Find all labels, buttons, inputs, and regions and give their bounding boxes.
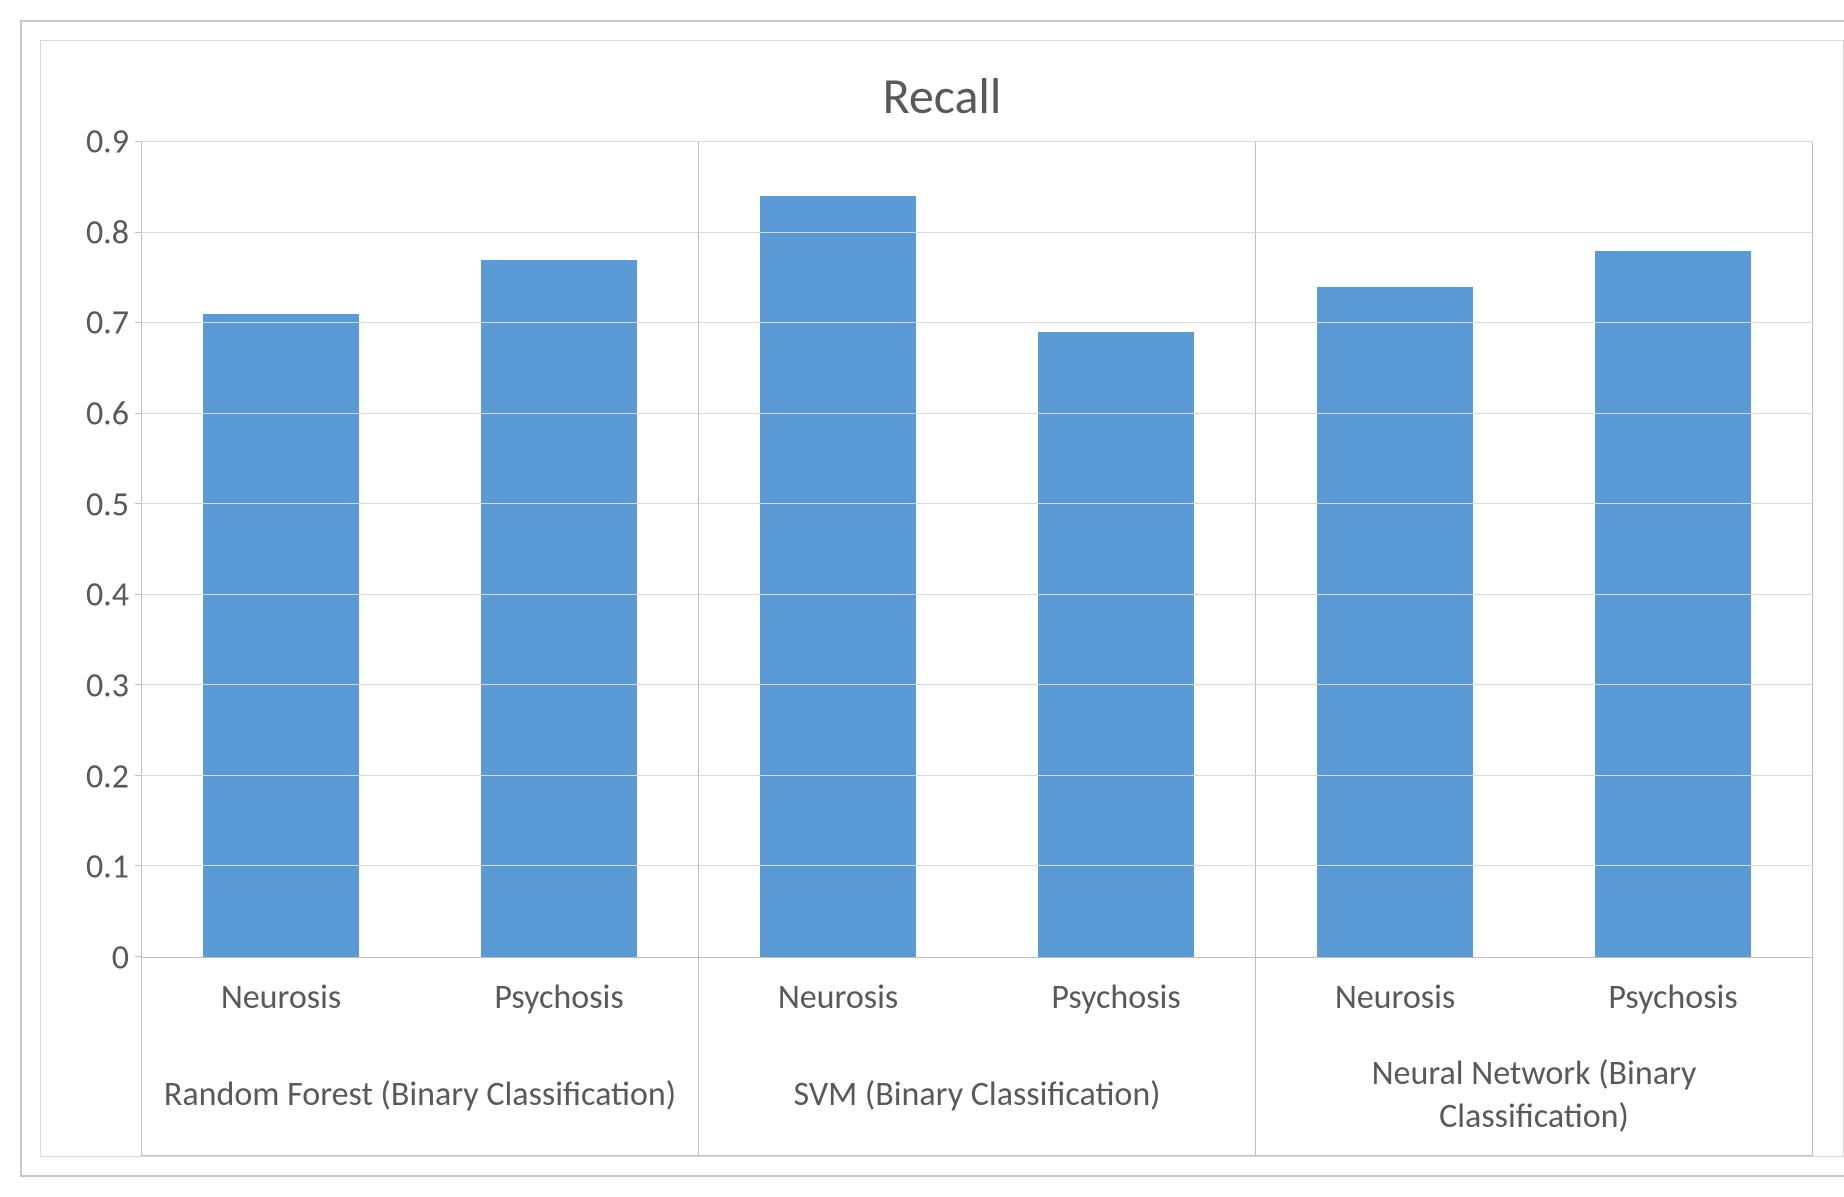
x-sub-label: Neurosis — [142, 958, 420, 1036]
y-tick-label: 0.3 — [51, 666, 129, 707]
x-sub-group: NeurosisPsychosis — [1255, 958, 1813, 1036]
gridline — [141, 594, 1813, 595]
y-tick-mark — [135, 232, 141, 233]
plot-wrap: NeurosisPsychosisNeurosisPsychosisNeuros… — [141, 142, 1813, 1156]
y-tick-label: 0.1 — [51, 847, 129, 888]
y-tick-mark — [135, 594, 141, 595]
y-tick-mark — [135, 322, 141, 323]
x-group-label: SVM (Binary Classification) — [698, 1036, 1255, 1156]
bar — [1038, 332, 1194, 957]
gridline — [141, 322, 1813, 323]
bar-group — [141, 142, 698, 957]
chart-title: Recall — [41, 41, 1843, 142]
y-tick-mark — [135, 503, 141, 504]
y-tick-label: 0.6 — [51, 394, 129, 435]
y-tick-mark — [135, 775, 141, 776]
y-axis: 00.10.20.30.40.50.60.70.80.9 — [51, 142, 141, 1156]
y-tick-mark — [135, 413, 141, 414]
gridline — [141, 684, 1813, 685]
gridline — [141, 775, 1813, 776]
y-tick-mark — [135, 865, 141, 866]
x-group-label: Random Forest (Binary Classification) — [141, 1036, 698, 1156]
chart-body: 00.10.20.30.40.50.60.70.80.9 NeurosisPsy… — [41, 142, 1843, 1156]
bar-group — [698, 142, 1255, 957]
bar-slot — [699, 142, 977, 957]
chart-container: Recall 0 0.1 0.2 0.3 0.4 0.5 0.6 0.7 0.8 0.9 Neur… — [20, 20, 1844, 1177]
bar — [1317, 287, 1473, 957]
x-axis-subcategories: NeurosisPsychosisNeurosisPsychosisNeuros… — [141, 958, 1813, 1036]
x-sub-label: Psychosis — [420, 958, 698, 1036]
x-axis-groups: Random Forest (Binary Classification)SVM… — [141, 1036, 1813, 1156]
chart-inner: Recall 0 0.1 0.2 0.3 0.4 0.5 0.6 0.7 0.8 0.9 Neur… — [40, 40, 1844, 1157]
bar — [203, 314, 359, 957]
gridline — [141, 865, 1813, 866]
y-tick-label: 0.2 — [51, 756, 129, 797]
bar — [481, 260, 637, 957]
x-sub-label: Neurosis — [1256, 958, 1534, 1036]
bar — [760, 196, 916, 957]
plot-area — [141, 142, 1813, 958]
bar-slot — [142, 142, 420, 957]
bar-group — [1255, 142, 1813, 957]
gridline — [141, 413, 1813, 414]
gridline — [141, 232, 1813, 233]
x-sub-label: Neurosis — [699, 958, 977, 1036]
bar-slot — [977, 142, 1255, 957]
x-sub-group: NeurosisPsychosis — [141, 958, 698, 1036]
y-tick-label: 0.7 — [51, 303, 129, 344]
y-tick-mark — [135, 141, 141, 142]
y-tick-mark — [135, 956, 141, 957]
bar — [1595, 251, 1751, 957]
y-tick-label: 0.5 — [51, 484, 129, 525]
gridline — [141, 503, 1813, 504]
y-tick-label: 0.4 — [51, 575, 129, 616]
bar-slot — [420, 142, 698, 957]
y-tick-label: 0.9 — [51, 122, 129, 163]
bar-slot — [1534, 142, 1812, 957]
x-sub-label: Psychosis — [977, 958, 1255, 1036]
bar-slot — [1256, 142, 1534, 957]
x-group-label: Neural Network (Binary Classification) — [1255, 1036, 1813, 1156]
x-sub-label: Psychosis — [1534, 958, 1812, 1036]
y-tick-mark — [135, 684, 141, 685]
y-tick-label: 0.8 — [51, 212, 129, 253]
x-sub-group: NeurosisPsychosis — [698, 958, 1255, 1036]
gridline — [141, 141, 1813, 142]
bars-row — [141, 142, 1813, 957]
y-tick-label: 0 — [51, 938, 129, 979]
